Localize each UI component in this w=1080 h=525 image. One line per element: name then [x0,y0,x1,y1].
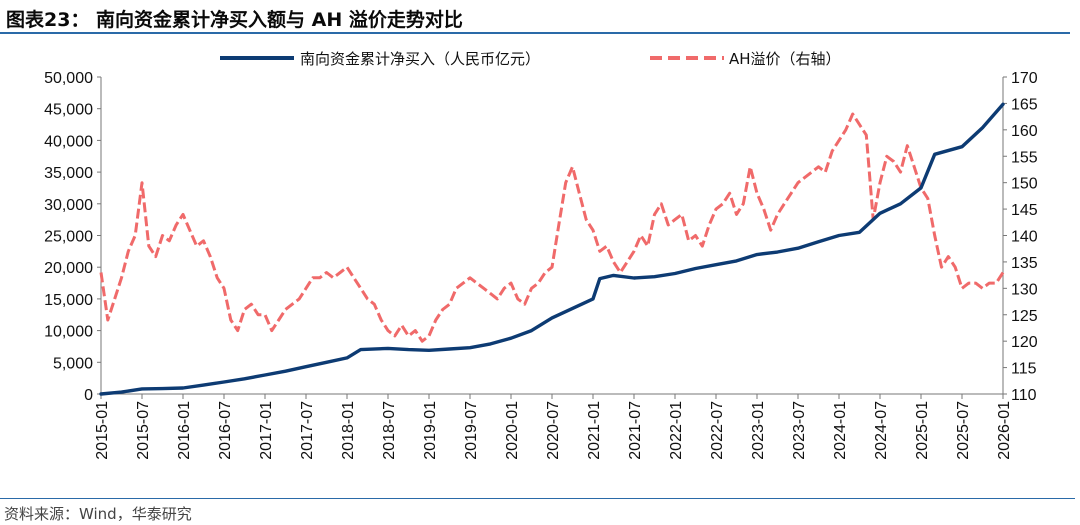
x-tick-label: 2025-01 [914,401,931,460]
x-tick-label: 2024-07 [873,401,890,460]
y-left-tick-label: 35,000 [44,165,93,182]
y-right-tick-label: 130 [1011,281,1038,298]
x-tick-label: 2019-01 [422,401,439,460]
y-left-tick-label: 30,000 [44,197,93,214]
y-left-tick-label: 20,000 [44,260,93,277]
ah-premium-line [99,112,1005,343]
x-tick-label: 2023-07 [791,401,808,460]
legend-label-southbound: 南向资金累计净买入（人民币亿元） [300,50,540,68]
legend: 南向资金累计净买入（人民币亿元） AH溢价（右轴） [220,50,841,68]
x-tick-label: 2017-07 [299,401,316,460]
y-right-tick-label: 120 [1011,334,1038,351]
x-tick-label: 2023-01 [750,401,767,460]
y-left-tick-label: 15,000 [44,292,93,309]
x-tick-label: 2024-01 [832,401,849,460]
bottom-rule [0,498,1075,499]
y-left-tick-label: 50,000 [44,70,93,87]
x-tick-label: 2016-07 [217,401,234,460]
legend-label-ah-premium: AH溢价（右轴） [729,50,841,68]
y-left-tick-label: 40,000 [44,133,93,150]
x-tick-label: 2016-01 [176,401,193,460]
southbound-cumulative-line [99,102,1005,396]
x-tick-label: 2017-01 [258,401,275,460]
axes: 0 5,000 10,000 15,000 20,000 25,000 30,000 35,0… [44,70,1038,460]
y-right-tick-label: 155 [1011,149,1038,166]
y-right-tick-label: 150 [1011,176,1038,193]
y-left-tick-label: 5,000 [53,355,93,372]
x-tick-label: 2020-07 [545,401,562,460]
y-right-tick-label: 160 [1011,123,1038,140]
figure-title: 图表23： 南向资金累计净买入额与 AH 溢价走势对比 [6,9,463,31]
top-rule [0,32,1070,34]
x-tick-label: 2021-07 [627,401,644,460]
x-tick-label: 2021-01 [586,401,603,460]
y-left-tick-label: 25,000 [44,229,93,246]
x-tick-label: 2025-07 [955,401,972,460]
y-left-tick-label: 45,000 [44,102,93,119]
x-tick-label: 2020-01 [504,401,521,460]
y-right-tick-label: 145 [1011,202,1038,219]
x-tick-label: 2022-01 [668,401,685,460]
y-right-tick-label: 115 [1011,361,1037,378]
x-tick-label: 2026-01 [996,401,1013,460]
line-chart: 0 5,000 10,000 15,000 20,000 25,000 30,000 35,0… [44,50,1038,460]
y-left-tick-label: 0 [84,387,93,404]
x-tick-label: 2018-01 [340,401,357,460]
y-right-tick-label: 135 [1011,255,1038,272]
y-right-tick-label: 110 [1011,387,1037,404]
y-right-tick-label: 125 [1011,308,1038,325]
x-tick-label: 2018-07 [381,401,398,460]
figure-header: 图表23： 南向资金累计净买入额与 AH 溢价走势对比 [6,3,1074,33]
x-tick-label: 2019-07 [463,401,480,460]
southbound-series [99,102,1005,396]
x-tick-label: 2022-07 [709,401,726,460]
ah-premium-series [99,112,1005,343]
y-left-tick-label: 10,000 [44,324,93,341]
y-right-tick-label: 165 [1011,96,1038,113]
y-right-tick-label: 170 [1011,70,1038,87]
x-tick-label: 2015-01 [94,401,111,460]
y-right-tick-label: 140 [1011,229,1038,246]
source-note: 资料来源：Wind，华泰研究 [4,505,192,523]
x-tick-label: 2015-07 [135,401,152,460]
